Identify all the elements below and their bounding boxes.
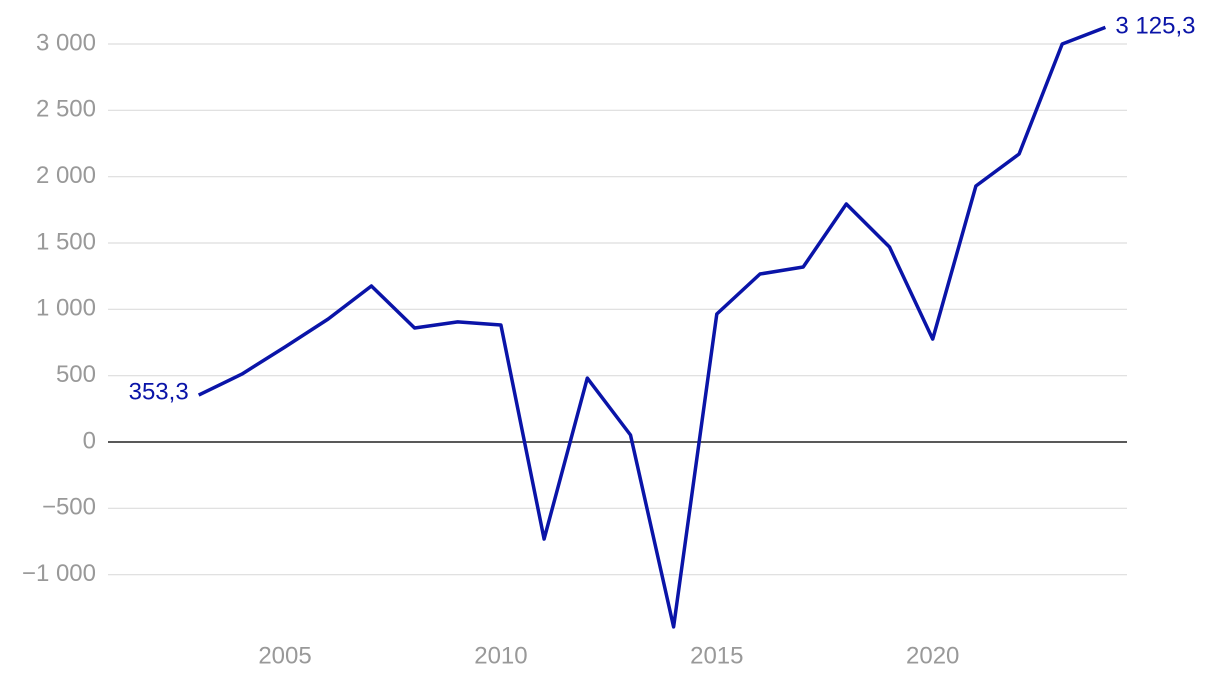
x-tick-label: 2010 bbox=[474, 642, 527, 669]
y-tick-label: 1 500 bbox=[36, 228, 96, 255]
x-tick-label: 2020 bbox=[906, 642, 959, 669]
y-tick-label: 0 bbox=[83, 427, 96, 454]
y-tick-label: 2 500 bbox=[36, 96, 96, 123]
y-tick-label: 1 000 bbox=[36, 295, 96, 322]
y-tick-label: 500 bbox=[56, 361, 96, 388]
value-label: 353,3 bbox=[129, 378, 189, 405]
line bbox=[197, 25, 1107, 629]
y-tick-label: −500 bbox=[42, 494, 96, 521]
y-tick-label: 2 000 bbox=[36, 162, 96, 189]
x-tick-label: 2015 bbox=[690, 642, 743, 669]
value-label: 3 125,3 bbox=[1115, 13, 1195, 40]
x-tick-label: 2005 bbox=[258, 642, 311, 669]
y-tick-label: 3 000 bbox=[36, 29, 96, 56]
y-tick-label: −1 000 bbox=[22, 560, 96, 587]
